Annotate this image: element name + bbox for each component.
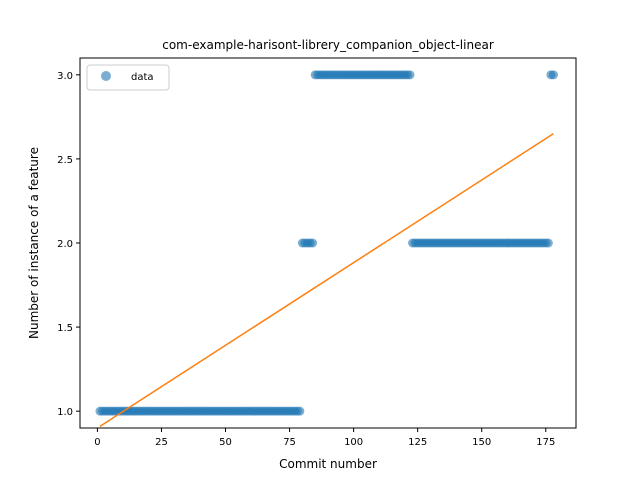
data-point [295,406,305,416]
plot-area [95,70,558,427]
data-points [95,70,558,416]
x-tick-label: 175 [536,437,555,448]
y-tick-label: 1.0 [57,407,73,418]
y-tick-label: 1.5 [57,323,73,334]
x-tick-label: 25 [155,437,168,448]
legend-box [86,64,170,91]
legend-label: data [131,72,154,83]
y-tick-label: 2.0 [57,239,73,250]
legend: data [86,64,170,91]
chart-title: com-example-harisont-librery_companion_o… [162,38,494,52]
fit-line [99,133,554,427]
x-tick-label: 75 [283,437,296,448]
y-tick-label: 2.5 [57,155,73,166]
y-axis: 1.0 1.5 2.0 2.5 3.0 [57,71,80,418]
data-point [543,238,553,248]
x-tick-label: 125 [408,437,427,448]
data-point [405,70,415,80]
y-tick-label: 3.0 [57,71,73,82]
x-axis-label: Commit number [279,457,377,471]
x-tick-label: 150 [472,437,491,448]
x-tick-label: 100 [344,437,363,448]
x-tick-label: 0 [94,437,100,448]
x-tick-label: 50 [219,437,232,448]
y-axis-label: Number of instance of a feature [27,147,41,339]
x-axis: 0 25 50 75 100 125 150 175 [94,428,555,448]
legend-marker [101,71,111,81]
data-point [548,70,558,80]
data-point [308,238,318,248]
